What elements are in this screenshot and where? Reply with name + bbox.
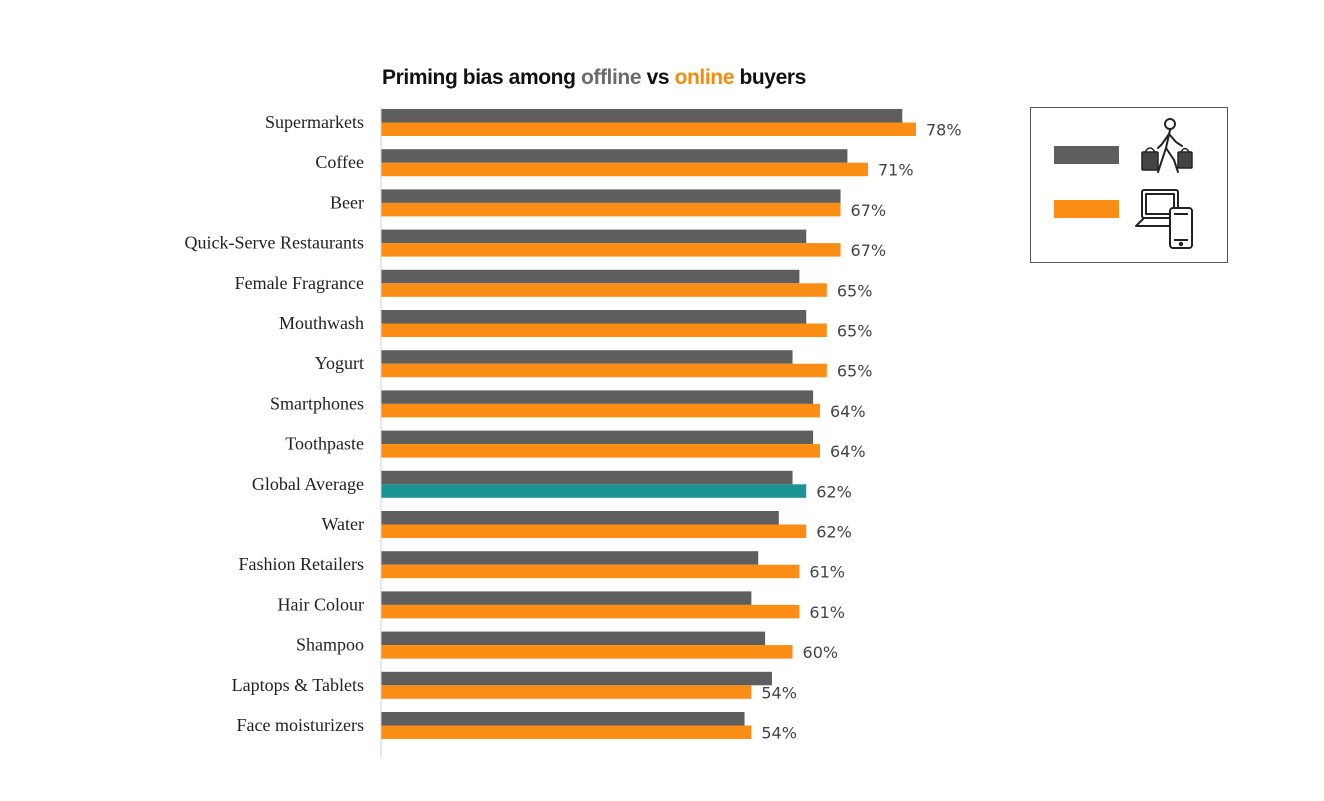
bar-offline-fashion-retailers <box>381 551 759 565</box>
title-offline-word: offline <box>580 66 642 89</box>
bar-online-global-average <box>381 484 807 498</box>
bar-offline-global-average <box>381 470 793 485</box>
title-middle: vs <box>641 66 675 89</box>
bar-online-hair-colour <box>381 604 800 619</box>
legend-swatch-online <box>1054 200 1119 218</box>
category-label-yogurt: Yogurt <box>315 353 364 373</box>
value-label-global-average: 62% <box>816 482 852 501</box>
bar-online-face-moisturizers <box>381 725 752 739</box>
shopper-with-bags-icon <box>1141 118 1193 173</box>
legend-swatch-offline <box>1054 146 1119 164</box>
value-label-face-moisturizers: 54% <box>761 724 797 743</box>
bar-online-beer <box>381 202 841 217</box>
value-label-quick-serve-restaurants: 67% <box>851 241 887 260</box>
value-label-beer: 67% <box>851 201 887 220</box>
category-label-fashion-retailers: Fashion Retailers <box>239 554 364 574</box>
bar-online-laptops-tablets <box>381 685 752 699</box>
category-label-smartphones: Smartphones <box>270 393 364 413</box>
bar-online-mouthwash <box>381 323 827 337</box>
laptop-and-phone-icon <box>1135 189 1193 249</box>
category-label-face-moisturizers: Face moisturizers <box>237 715 364 735</box>
value-label-mouthwash: 65% <box>837 322 873 341</box>
bar-offline-quick-serve-restaurants <box>381 229 807 244</box>
category-label-quick-serve-restaurants: Quick-Serve Restaurants <box>185 233 364 253</box>
chart-title: Priming bias among offline vs online buy… <box>382 66 806 90</box>
category-label-water: Water <box>321 514 364 534</box>
value-label-female-fragrance: 65% <box>837 281 873 300</box>
category-label-supermarkets: Supermarkets <box>265 112 364 132</box>
value-label-hair-colour: 61% <box>809 603 845 622</box>
bar-offline-face-moisturizers <box>381 712 745 726</box>
value-label-yogurt: 65% <box>837 362 873 381</box>
bar-online-yogurt <box>381 363 827 378</box>
title-suffix: buyers <box>734 66 806 89</box>
title-online-word: online <box>674 66 735 89</box>
bar-offline-toothpaste <box>381 430 814 445</box>
value-label-coffee: 71% <box>878 161 914 180</box>
category-label-beer: Beer <box>330 192 364 212</box>
bar-online-quick-serve-restaurants <box>381 243 841 257</box>
bar-online-shampoo <box>381 645 793 659</box>
bar-offline-smartphones <box>381 390 814 404</box>
value-label-supermarkets: 78% <box>926 121 962 140</box>
bar-online-toothpaste <box>381 444 820 458</box>
bar-offline-coffee <box>381 149 848 163</box>
bar-offline-mouthwash <box>381 310 807 324</box>
title-prefix: Priming bias among <box>382 66 581 89</box>
bar-offline-water <box>381 511 779 525</box>
bar-online-fashion-retailers <box>381 564 800 579</box>
bar-online-supermarkets <box>381 122 916 136</box>
category-label-toothpaste: Toothpaste <box>285 434 364 454</box>
category-label-laptops-tablets: Laptops & Tablets <box>232 675 364 695</box>
value-label-toothpaste: 64% <box>830 442 866 461</box>
bar-offline-female-fragrance <box>381 269 800 284</box>
category-label-mouthwash: Mouthwash <box>279 313 364 333</box>
bar-offline-supermarkets <box>381 109 903 123</box>
value-label-shampoo: 60% <box>803 643 839 662</box>
category-label-hair-colour: Hair Colour <box>278 594 364 614</box>
bar-offline-hair-colour <box>381 591 752 605</box>
bar-online-female-fragrance <box>381 283 827 297</box>
category-label-global-average: Global Average <box>252 474 364 494</box>
value-label-fashion-retailers: 61% <box>809 563 845 582</box>
legend <box>1030 107 1228 263</box>
bar-online-smartphones <box>381 403 820 418</box>
bar-online-coffee <box>381 162 868 177</box>
bar-offline-yogurt <box>381 350 793 364</box>
category-label-female-fragrance: Female Fragrance <box>235 273 364 293</box>
bar-offline-beer <box>381 189 841 203</box>
value-label-water: 62% <box>816 523 852 542</box>
value-label-smartphones: 64% <box>830 402 866 421</box>
bar-offline-shampoo <box>381 631 766 646</box>
value-label-laptops-tablets: 54% <box>761 683 797 702</box>
category-label-shampoo: Shampoo <box>296 635 364 655</box>
bar-online-water <box>381 524 807 538</box>
category-label-coffee: Coffee <box>315 152 364 172</box>
bar-offline-laptops-tablets <box>381 671 772 686</box>
